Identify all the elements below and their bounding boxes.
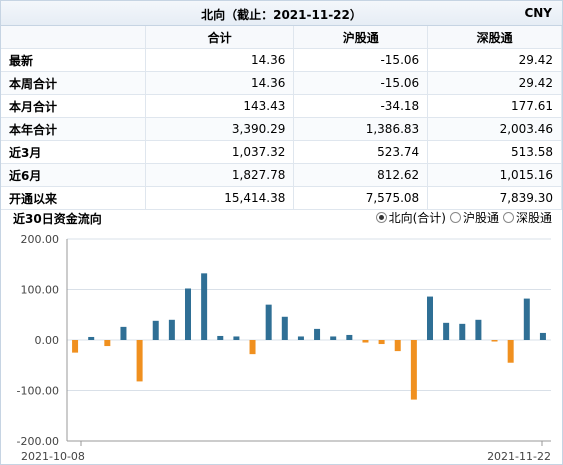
table-row: 本周合计 14.36 -15.06 29.42 [1, 71, 562, 95]
cell-total: 14.36 [145, 71, 295, 95]
flow-bar[interactable] [265, 304, 272, 340]
row-label: 最新 [1, 48, 146, 72]
cell-shanghai: -15.06 [293, 71, 429, 95]
flow-bar-chart: 200.00 100.00 0.00 -100.00 -200.00 2021-10-08… [17, 233, 551, 463]
corner-cell [1, 26, 146, 49]
cell-shenzhen: 7,839.30 [427, 186, 562, 210]
table-row: 本月合计 143.43 -34.18 177.61 [1, 94, 562, 118]
panel-title: 北向（截止：2021-11-22） [201, 8, 362, 22]
flow-bar[interactable] [443, 322, 450, 340]
cell-total: 143.43 [145, 94, 295, 118]
cell-shenzhen: 177.61 [427, 94, 562, 118]
chart-title: 近30日资金流向 [13, 212, 102, 226]
currency-label: CNY [524, 6, 552, 20]
flow-bar[interactable] [410, 340, 417, 400]
cell-shenzhen: 29.42 [427, 71, 562, 95]
row-label: 本周合计 [1, 71, 146, 95]
cell-shanghai: -15.06 [293, 48, 429, 72]
radio-unselected-icon[interactable] [502, 212, 514, 223]
flow-bar[interactable] [491, 340, 498, 342]
y-tick-label: -100.00 [17, 385, 59, 398]
series-option-northbound-total[interactable]: 北向(合计) [375, 209, 446, 226]
flow-bar[interactable] [459, 323, 466, 340]
label-layer: 200.00 100.00 0.00 -100.00 -200.00 2021-10-08… [17, 233, 551, 463]
cell-shenzhen: 513.58 [427, 140, 562, 164]
grid-layer [66, 238, 551, 446]
radio-selected-icon[interactable] [375, 212, 387, 223]
flow-bar[interactable] [88, 336, 95, 340]
y-tick-label: 200.00 [21, 233, 60, 246]
series-selector: 北向(合计) 沪股通 深股通 [375, 209, 552, 226]
flow-bar[interactable] [523, 298, 530, 340]
table-row: 近3月 1,037.32 523.74 513.58 [1, 140, 562, 164]
flow-bar[interactable] [507, 340, 514, 363]
radio-unselected-icon[interactable] [449, 212, 461, 223]
series-option-label: 沪股通 [462, 211, 499, 225]
cell-total: 1,037.32 [145, 140, 295, 164]
chart-header: 近30日资金流向 北向(合计) 沪股通 深股通 [1, 204, 562, 230]
cell-shenzhen: 29.42 [427, 48, 562, 72]
panel-header: 北向（截止：2021-11-22） CNY [1, 1, 562, 26]
series-option-label: 北向(合计) [388, 211, 446, 225]
flow-bar[interactable] [104, 340, 111, 347]
flow-summary-table: 合计 沪股通 深股通 最新 14.36 -15.06 29.42 本周合计 14… [1, 26, 562, 210]
row-label: 近3月 [1, 140, 146, 164]
flow-bar[interactable] [427, 296, 433, 340]
flow-bar[interactable] [539, 332, 546, 340]
column-header-shanghai: 沪股通 [293, 26, 429, 49]
cell-shanghai: -34.18 [293, 94, 429, 118]
table-row: 近6月 1,827.78 812.62 1,015.16 [1, 163, 562, 187]
flow-bar[interactable] [185, 288, 191, 340]
flow-bar[interactable] [314, 328, 321, 340]
cell-total: 1,827.78 [145, 163, 295, 187]
cell-shenzhen: 2,003.46 [427, 117, 562, 141]
flow-bar[interactable] [72, 340, 79, 353]
cell-shanghai: 812.62 [293, 163, 429, 187]
x-end-date-label: 2021-11-22 [487, 450, 551, 463]
row-label: 本月合计 [1, 94, 146, 118]
table-row: 开通以来 15,414.38 7,575.08 7,839.30 [1, 186, 562, 210]
cell-shenzhen: 1,015.16 [427, 163, 562, 187]
row-label: 近6月 [1, 163, 146, 187]
y-tick-label: 100.00 [21, 284, 60, 297]
series-option-shanghai[interactable]: 沪股通 [449, 209, 499, 226]
cell-total: 15,414.38 [145, 186, 295, 210]
flow-bar[interactable] [362, 340, 369, 343]
flow-bar[interactable] [120, 326, 127, 340]
table-row: 最新 14.36 -15.06 29.42 [1, 48, 562, 72]
flow-bar[interactable] [281, 316, 288, 340]
row-label: 本年合计 [1, 117, 146, 141]
table-header-row: 合计 沪股通 深股通 [1, 26, 562, 49]
cell-shanghai: 523.74 [293, 140, 429, 164]
column-header-total: 合计 [145, 26, 295, 49]
cell-shanghai: 1,386.83 [293, 117, 429, 141]
table-row: 本年合计 3,390.29 1,386.83 2,003.46 [1, 117, 562, 141]
y-tick-label: -200.00 [17, 435, 59, 448]
row-label: 开通以来 [1, 186, 146, 210]
bar-layer [72, 273, 546, 400]
flow-bar[interactable] [297, 336, 304, 340]
flow-bar[interactable] [378, 340, 385, 345]
flow-bar[interactable] [201, 273, 208, 340]
cell-total: 14.36 [145, 48, 295, 72]
flow-bar[interactable] [152, 320, 159, 340]
column-header-shenzhen: 深股通 [427, 26, 562, 49]
y-tick-label: 0.00 [35, 334, 60, 347]
series-option-shenzhen[interactable]: 深股通 [502, 209, 552, 226]
flow-bar[interactable] [168, 319, 175, 340]
flow-bar[interactable] [217, 335, 224, 340]
x-start-date-label: 2021-10-08 [21, 450, 85, 463]
cell-total: 3,390.29 [145, 117, 295, 141]
flow-bar[interactable] [394, 340, 401, 352]
flow-bar[interactable] [346, 334, 353, 340]
series-option-label: 深股通 [515, 211, 552, 225]
flow-bar[interactable] [475, 319, 482, 340]
flow-bar[interactable] [249, 340, 256, 355]
flow-bar[interactable] [136, 340, 143, 382]
flow-bar[interactable] [233, 336, 240, 340]
flow-bar[interactable] [330, 336, 337, 340]
cell-shanghai: 7,575.08 [293, 186, 429, 210]
